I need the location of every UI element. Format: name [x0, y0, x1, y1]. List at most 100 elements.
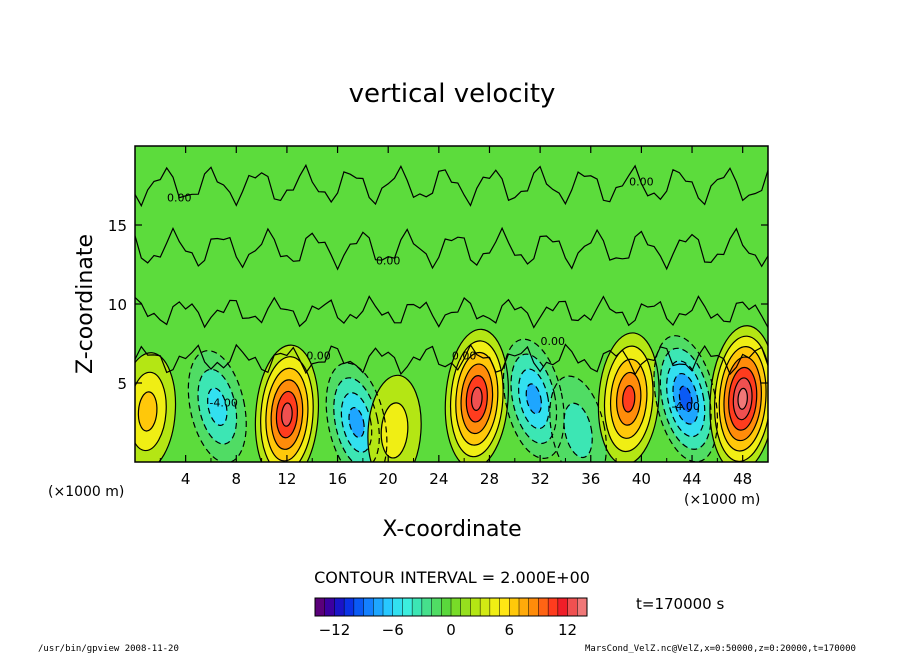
colorbar-tick-label: 0	[446, 621, 456, 639]
zero-contour-line	[135, 343, 768, 376]
contour-line	[281, 402, 293, 427]
contour-line	[737, 387, 748, 410]
colorbar-swatch	[363, 598, 374, 616]
x-tick-label: 36	[581, 470, 600, 488]
contour-line	[666, 360, 706, 438]
x-tick-label: 4	[181, 470, 191, 488]
colorbar-swatch	[577, 598, 588, 616]
colorbar-swatch	[528, 598, 539, 616]
colorbar-swatch	[557, 598, 568, 616]
contour-line	[465, 375, 488, 423]
contour-line	[563, 402, 593, 459]
zero-contour-line	[135, 226, 768, 271]
contour-line	[672, 372, 699, 425]
x-tick-label: 24	[429, 470, 448, 488]
contour-line	[549, 375, 607, 462]
contour-line	[518, 368, 550, 430]
contour-label: 0.00	[541, 335, 566, 348]
y-tick-label: 15	[108, 217, 127, 235]
colorbar-swatch	[470, 598, 481, 616]
contour-line	[728, 366, 758, 431]
contour-line	[460, 363, 494, 435]
contour-line	[254, 344, 320, 462]
contour-line	[709, 325, 768, 462]
contour-line	[260, 356, 314, 462]
colorbar-tick-label: 6	[505, 621, 515, 639]
contour-label: -4.00	[671, 400, 699, 413]
colorbar-swatch	[451, 598, 462, 616]
colorbar-swatch	[373, 598, 384, 616]
contour-labels: -4.00 -4.00 0.00 0.00 0.00 0.00 0.00 0.00	[167, 176, 700, 413]
contour-label: 0.00	[376, 255, 401, 268]
contour-line	[603, 345, 654, 453]
zero-contour-line	[135, 163, 768, 208]
contour-label: 0.00	[167, 191, 192, 204]
colorbar-swatch	[519, 598, 530, 616]
contour-lines	[135, 163, 768, 462]
contour-interval: CONTOUR INTERVAL = 2.000E+00	[314, 568, 590, 587]
colorbar-swatch	[334, 598, 345, 616]
colorbar-swatch	[567, 598, 578, 616]
colorbar-tick-label: −12	[319, 621, 351, 639]
contour-label: 0.00	[306, 349, 331, 362]
x-axis-label: X-coordinate	[382, 517, 521, 542]
chart-title: vertical velocity	[349, 79, 556, 109]
colorbar-swatch	[315, 598, 326, 616]
x-tick-label: 16	[328, 470, 347, 488]
y-axis-label: Z-coordinate	[73, 234, 98, 374]
y-tick-label: 5	[117, 375, 127, 393]
colorbar-swatch	[489, 598, 500, 616]
contour-line	[678, 385, 693, 413]
velocity-cell	[188, 350, 247, 462]
footer-right: MarsCond_VelZ.nc@VelZ,x=0:50000,z=0:2000…	[585, 644, 856, 654]
colorbar-swatch	[509, 598, 520, 616]
contour-line	[367, 374, 422, 462]
contour-line	[444, 328, 509, 462]
x-unit-right: (×1000 m)	[684, 492, 760, 508]
contour-line	[275, 390, 299, 439]
colorbar-swatch	[441, 598, 452, 616]
contour-line	[340, 392, 373, 453]
contour-label: 0.00	[629, 176, 654, 189]
contour-label: -4.00	[209, 397, 237, 410]
x-tick-label: 40	[632, 470, 651, 488]
colorbar	[314, 597, 588, 617]
colorbar-swatch	[431, 598, 442, 616]
colorbar-swatch	[480, 598, 491, 616]
plot-area: -4.00 -4.000.000.000.00 0.000.000.00 4 8 12 1…	[108, 145, 769, 488]
x-tick-label: 32	[531, 470, 550, 488]
colorbar-swatch	[499, 598, 510, 616]
colorbar-swatch	[402, 598, 413, 616]
colorbar-swatch	[324, 598, 335, 616]
contour-line	[525, 383, 542, 415]
colorbar-swatch	[392, 598, 403, 616]
y-axis-ticks: 5 10 15	[108, 217, 768, 393]
contour-line	[597, 332, 660, 462]
contour-line	[609, 358, 648, 439]
colorbar-swatch	[460, 598, 471, 616]
colorbar-ticks: −12 −6 0 6 12	[319, 621, 578, 639]
contour-line	[197, 368, 238, 445]
contour-line	[135, 352, 177, 462]
velocity-cell	[654, 335, 718, 462]
contour-line	[187, 350, 247, 462]
y-tick-label: 10	[108, 296, 127, 314]
x-tick-label: 28	[480, 470, 499, 488]
contour-line	[270, 379, 304, 450]
contour-line	[470, 386, 483, 411]
x-tick-label: 12	[277, 470, 296, 488]
colorbar-swatch	[538, 598, 549, 616]
contour-label: 0.00	[452, 349, 477, 362]
velocity-cell	[367, 375, 422, 462]
contour-line	[135, 371, 167, 452]
contour-line	[718, 346, 767, 452]
contour-line	[723, 356, 762, 442]
velocity-cell	[503, 339, 565, 459]
x-tick-label: 48	[733, 470, 752, 488]
x-tick-label: 8	[232, 470, 242, 488]
contour-line	[333, 377, 380, 462]
colorbar-swatch	[421, 598, 432, 616]
footer-left: /usr/bin/gpview 2008-11-20	[38, 644, 179, 654]
contour-line	[455, 351, 499, 446]
